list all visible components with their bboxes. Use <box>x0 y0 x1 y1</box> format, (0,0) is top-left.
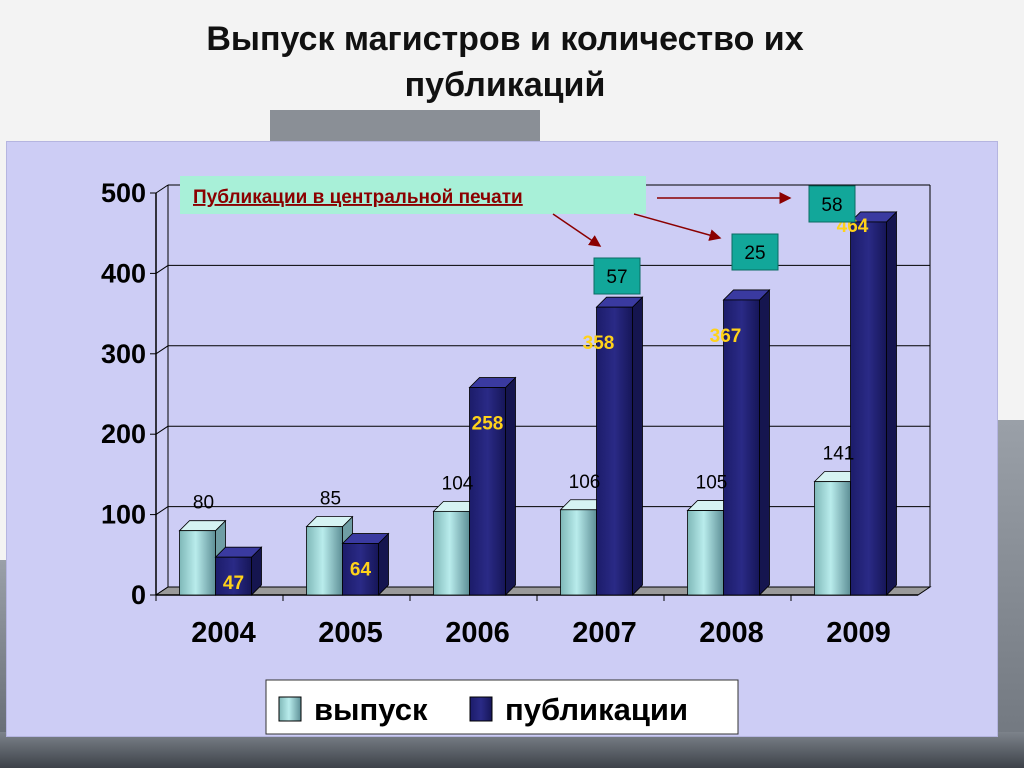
x-tick-label: 2006 <box>445 617 510 649</box>
bar-vypusk-front <box>434 511 470 595</box>
bar-vypusk-front <box>180 531 216 595</box>
legend-label-vypusk: выпуск <box>314 692 428 727</box>
x-tick-label: 2004 <box>191 617 256 649</box>
bar-vypusk-front <box>815 482 851 595</box>
y-tick-label: 300 <box>101 339 146 369</box>
callout-value: 25 <box>744 243 765 264</box>
callout-value: 58 <box>821 195 842 216</box>
data-label-publikacii: 367 <box>710 326 742 347</box>
y-tick-label: 400 <box>101 258 146 288</box>
y-tick-label: 0 <box>131 580 146 610</box>
x-tick-label: 2008 <box>699 617 764 649</box>
data-label-publikacii: 258 <box>472 414 504 435</box>
data-label-vypusk: 106 <box>569 472 601 493</box>
bar-vypusk-front <box>688 511 724 595</box>
bar-publikacii-side <box>506 378 516 595</box>
x-tick-label: 2009 <box>826 617 891 649</box>
bar-publikacii-front <box>851 222 887 595</box>
data-label-vypusk: 105 <box>696 473 728 494</box>
annotation-arrow <box>634 214 720 238</box>
bar-publikacii-side <box>887 212 897 595</box>
gridline-side <box>156 346 168 354</box>
bar-publikacii-side <box>633 297 643 595</box>
data-label-publikacii: 64 <box>350 560 372 581</box>
gridline-side <box>156 426 168 434</box>
callout-value: 57 <box>606 267 627 288</box>
gridline-side <box>156 265 168 273</box>
data-label-vypusk: 104 <box>442 473 474 494</box>
x-tick-label: 2005 <box>318 617 383 649</box>
x-tick-label: 2007 <box>572 617 637 649</box>
bar-publikacii <box>851 212 897 595</box>
legend-swatch-publikacii <box>470 697 492 721</box>
data-label-vypusk: 85 <box>320 489 341 510</box>
data-label-publikacii: 47 <box>223 573 244 594</box>
data-label-publikacii: 358 <box>583 333 615 354</box>
legend-swatch-vypusk <box>279 697 301 721</box>
y-tick-label: 100 <box>101 500 146 530</box>
bar-publikacii-side <box>379 534 389 595</box>
annotation-label: Публикации в центральной печати <box>193 187 523 208</box>
chart-floor <box>156 587 930 595</box>
data-label-vypusk: 80 <box>193 493 214 514</box>
data-label-vypusk: 141 <box>823 444 855 465</box>
bar-publikacii <box>470 378 516 595</box>
gridline-side <box>156 507 168 515</box>
bar-publikacii-side <box>760 290 770 595</box>
gridline-side <box>156 185 168 193</box>
annotation-arrow <box>553 214 600 246</box>
y-tick-label: 200 <box>101 419 146 449</box>
legend-label-publikacii: публикации <box>505 692 688 727</box>
y-tick-label: 500 <box>101 178 146 208</box>
bar-vypusk-front <box>561 510 597 595</box>
bar-vypusk-front <box>307 527 343 595</box>
